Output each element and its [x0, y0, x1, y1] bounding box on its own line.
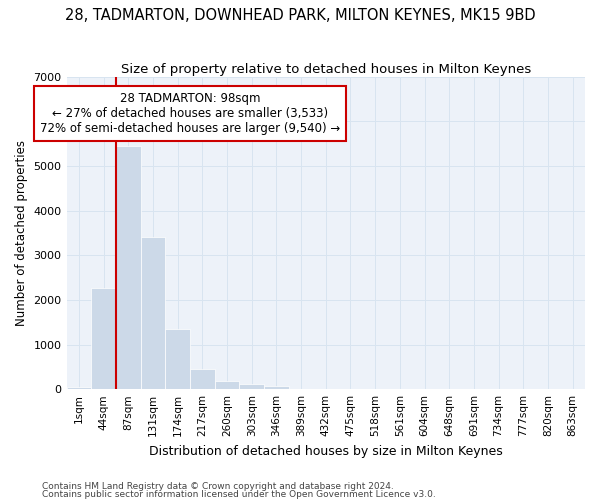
- Y-axis label: Number of detached properties: Number of detached properties: [15, 140, 28, 326]
- Bar: [140, 238, 165, 389]
- Text: 28, TADMARTON, DOWNHEAD PARK, MILTON KEYNES, MK15 9BD: 28, TADMARTON, DOWNHEAD PARK, MILTON KEY…: [65, 8, 535, 22]
- Bar: [239, 384, 264, 389]
- Text: Contains HM Land Registry data © Crown copyright and database right 2024.: Contains HM Land Registry data © Crown c…: [42, 482, 394, 491]
- Bar: [190, 369, 215, 389]
- Title: Size of property relative to detached houses in Milton Keynes: Size of property relative to detached ho…: [121, 62, 531, 76]
- Bar: [67, 386, 91, 389]
- Bar: [116, 146, 140, 389]
- Bar: [215, 382, 239, 389]
- Bar: [91, 288, 116, 389]
- Bar: [264, 386, 289, 389]
- Text: 28 TADMARTON: 98sqm
← 27% of detached houses are smaller (3,533)
72% of semi-det: 28 TADMARTON: 98sqm ← 27% of detached ho…: [40, 92, 340, 136]
- Text: Contains public sector information licensed under the Open Government Licence v3: Contains public sector information licen…: [42, 490, 436, 499]
- Bar: [165, 329, 190, 389]
- X-axis label: Distribution of detached houses by size in Milton Keynes: Distribution of detached houses by size …: [149, 444, 503, 458]
